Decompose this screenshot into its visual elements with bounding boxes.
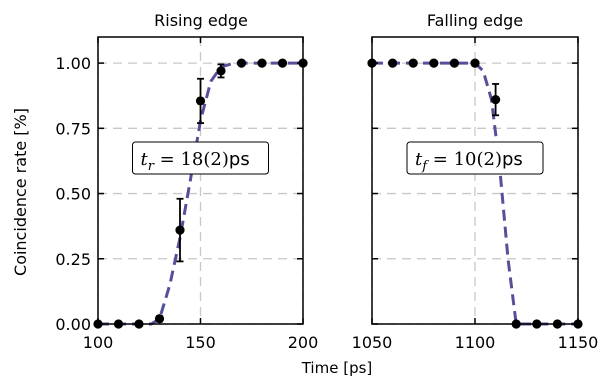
panel-1-data-point [277,58,288,68]
panel-1-annotation-box [132,141,269,175]
panel-2-data-point [449,58,459,68]
panel-1-ytick-label: 1.00 [55,54,91,73]
panel-1-ytick-label: 0.25 [55,250,91,269]
panel-2-xtick-label: 1050 [352,333,393,352]
panel-2-data-point [408,58,418,68]
x-axis-label: Time [ps] [301,359,373,377]
panel-2: 1050 1100 1150 tf = 10(2)ps [352,36,599,352]
panel-1-ytick-label: 0.00 [55,315,91,334]
panel-2-data-point [491,95,501,105]
panel-2-data-point [388,58,398,68]
panel-1-data-point [154,314,165,324]
panel-2-annotation-text: tf = 10(2)ps [415,149,523,174]
panel-1: 0.00 0.25 0.50 0.75 1.00 100 150 200 tr = 18(2)p… [55,36,319,352]
panel-2-data-point [470,58,480,68]
panel-2-xtick-label: 1100 [455,333,496,352]
panel-1-annotation-text: tr = 18(2)ps [141,149,250,174]
panel-2-annotation-box [406,141,544,175]
panel-1-data-point [257,58,267,68]
panel-1-title: Rising edge [154,11,248,30]
panel-1-data-point [175,225,185,235]
panel-1-xtick-label: 200 [288,333,319,352]
panel-1-data-point [195,96,206,106]
panel-1-xtick-label: 100 [83,333,114,352]
panel-1-data-point [216,66,226,76]
panel-1-xtick-label: 150 [185,333,216,352]
panel-1-ytick-label: 0.75 [55,119,91,138]
y-axis-label: Coincidence rate [%] [11,108,30,276]
panel-1-data-point [236,58,247,68]
panel-1-ytick-label: 0.50 [55,185,91,204]
panel-2-title: Falling edge [427,11,523,30]
panel-2-data-point [429,58,439,68]
panel-2-xtick-label: 1150 [558,333,599,352]
